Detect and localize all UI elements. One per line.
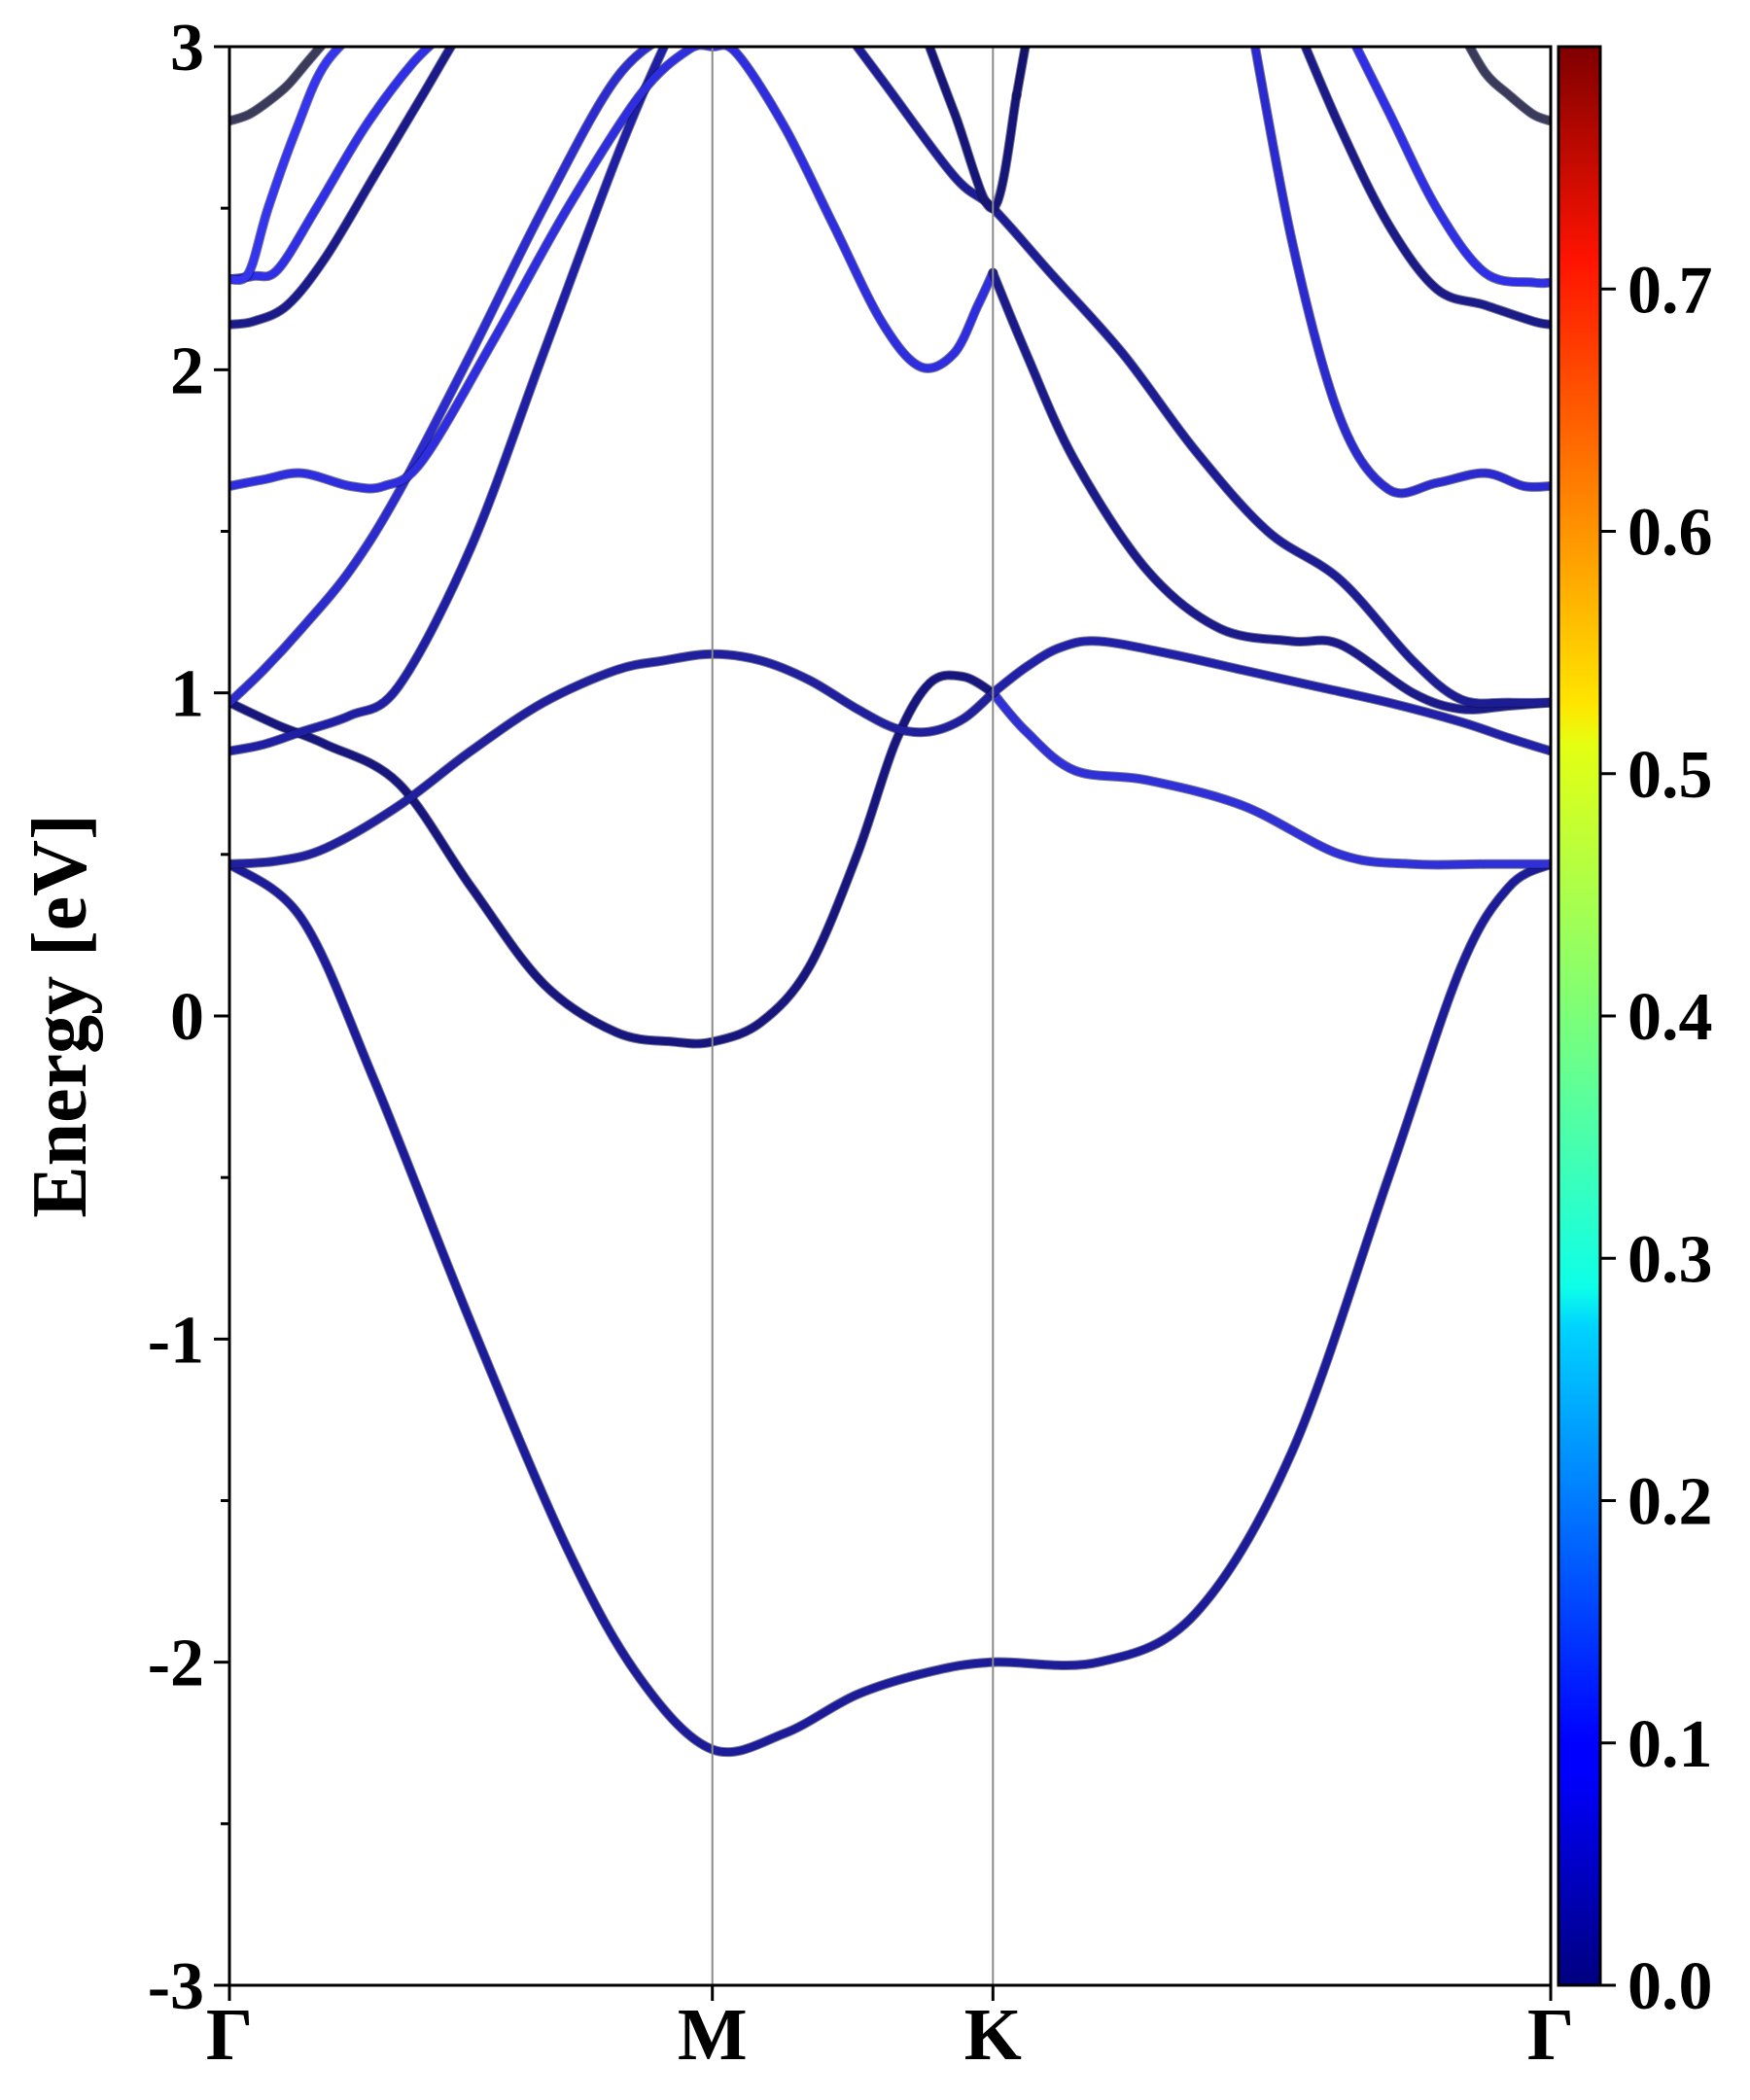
band-outline [988,636,1551,756]
band-line-3 [989,688,1551,869]
band-line-17 [229,47,435,284]
colorbar-tick-label: 0.0 [1628,1949,1713,2024]
band-line-5 [989,637,1551,755]
colorbar-tick-label: 0.5 [1628,738,1713,813]
y-tick-label: -2 [148,1627,204,1701]
band-outline [229,47,998,494]
x-tick-label: M [678,1994,748,2076]
band-outline [229,670,998,1049]
band-outline [988,687,1551,870]
colorbar [1557,45,1602,1987]
band-line-7 [229,47,655,707]
band-lines [229,47,1551,1758]
x-tick-label: K [964,1994,1022,2076]
band-line-14 [1301,47,1551,329]
band-line-2 [229,671,998,1048]
band-line-10 [852,47,1551,708]
band-line-8 [229,47,998,493]
band-line-19 [229,47,326,125]
colorbar-tick-label: 0.6 [1628,496,1713,571]
band-outline [229,648,998,869]
band-line-18 [229,47,345,285]
band-line-15 [1351,47,1551,288]
band-line-12 [1012,47,1030,99]
band-line-9 [989,268,1551,714]
high-symmetry-lines [711,47,995,1985]
y-tick-label: 0 [170,980,204,1055]
band-outline [229,47,437,285]
y-axis-ticks: -3 -2 -1 0 1 2 3 [148,11,229,2024]
colorbar-tick-label: 0.2 [1628,1465,1713,1540]
band-line-20 [1465,47,1551,125]
y-axis-label: Energy [eV] [18,814,103,1217]
y-tick-label: 3 [170,11,204,86]
band-line-1 [229,859,1551,1757]
band-outline [1350,47,1551,289]
y-tick-label: -3 [148,1949,204,2024]
colorbar-tick-label: 0.3 [1628,1222,1713,1297]
colorbar-tick-label: 0.7 [1628,253,1713,328]
y-tick-label: 1 [170,657,204,732]
colorbar-tick-label: 0.1 [1628,1707,1713,1782]
colorbar-tick-label: 0.4 [1628,980,1713,1055]
colorbar-ticks: 0.0 0.1 0.2 0.3 0.4 0.5 0.6 0.7 [1600,253,1713,2024]
band-outline [1463,47,1551,126]
x-tick-label: Γ [206,1994,253,2076]
y-tick-label: 2 [170,333,204,408]
band-line-11 [925,47,1021,213]
band-outline [229,858,1551,1758]
band-line-13 [1250,47,1551,498]
band-line-16 [229,47,456,329]
y-tick-label: -1 [148,1303,204,1378]
x-tick-label: Γ [1527,1994,1574,2076]
band-line-4 [229,649,998,868]
